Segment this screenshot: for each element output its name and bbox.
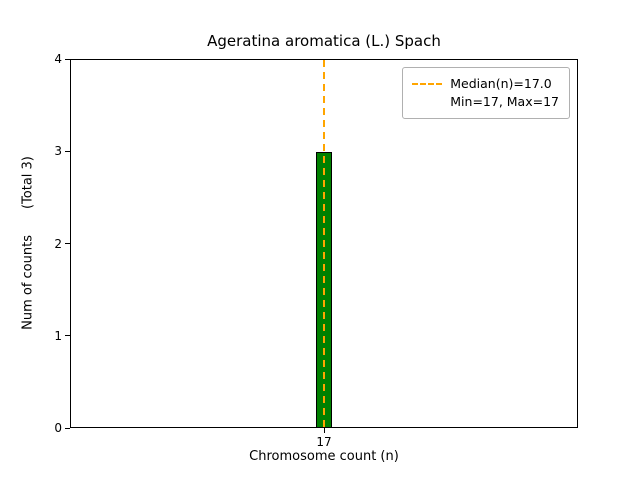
y-axis-total-note: (Total 3) — [20, 156, 36, 210]
y-tick-mark — [65, 243, 70, 244]
y-tick-label-2: 2 — [54, 236, 62, 251]
legend-median-label: Median(n)=17.0 — [450, 76, 552, 91]
legend: Median(n)=17.0 Min=17, Max=17 — [402, 67, 570, 120]
y-tick-mark — [65, 150, 70, 152]
legend-spacer — [412, 101, 442, 103]
y-tick-label-0: 0 — [54, 421, 62, 435]
legend-row-minmax: Min=17, Max=17 — [412, 93, 559, 111]
chart-title: Ageratina aromatica (L.) Spach — [207, 32, 441, 50]
x-tick-mark — [323, 428, 325, 433]
y-tick-label-1: 1 — [54, 328, 62, 343]
y-tick-label-3: 3 — [54, 144, 62, 159]
y-tick-mark — [65, 427, 70, 429]
x-axis-label: Chromosome count (n) — [249, 449, 399, 464]
y-tick-mark — [65, 58, 70, 60]
legend-minmax-label: Min=17, Max=17 — [450, 94, 559, 110]
median-dashed-line-icon — [412, 83, 443, 86]
legend-row-median: Median(n)=17.0 — [412, 75, 559, 93]
y-tick-label-4: 4 — [54, 52, 62, 66]
y-tick-mark — [65, 335, 70, 337]
median-line — [323, 60, 325, 427]
x-tick-label-17: 17 — [316, 435, 332, 449]
plot-area: Median(n)=17.0 Min=17, Max=17 — [70, 59, 578, 428]
